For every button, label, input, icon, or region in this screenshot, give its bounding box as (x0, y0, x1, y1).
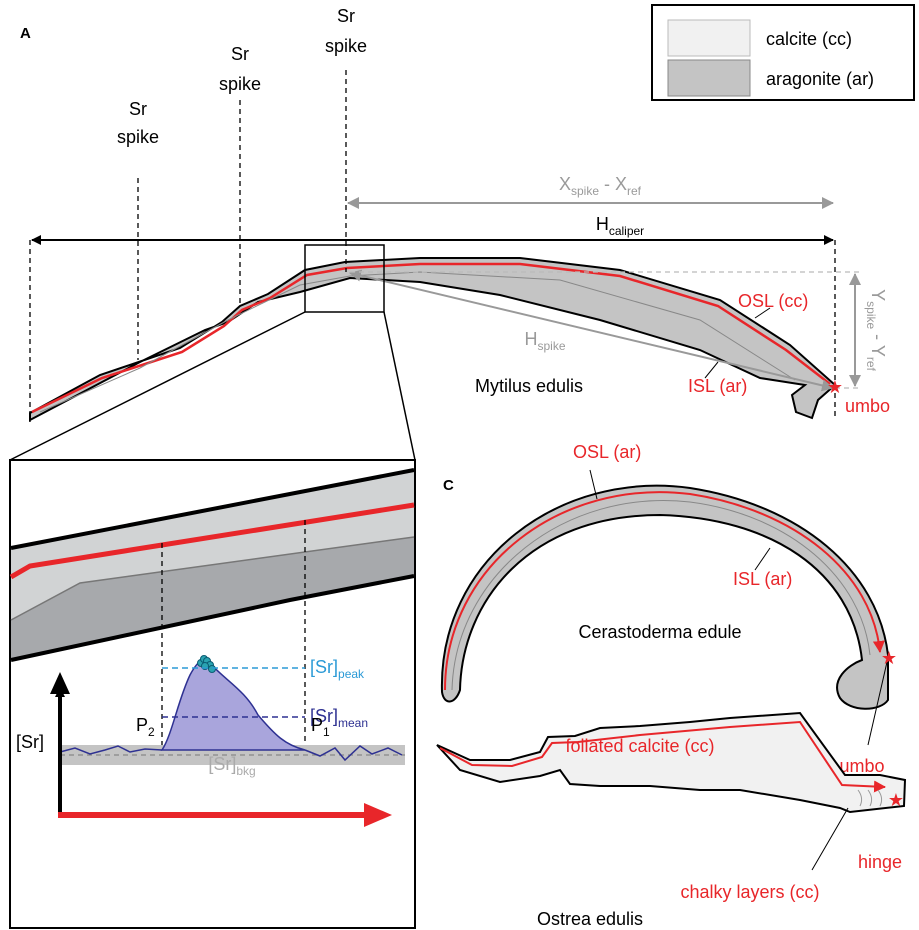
text-part: P (311, 715, 323, 735)
panel-label: A (20, 25, 31, 42)
y-offset-label: Yspike - Yref (864, 289, 888, 371)
subscript: bkg (236, 764, 255, 778)
h-caliper-label: Hcaliper (596, 214, 644, 238)
foliated-label: foliated calcite (cc) (565, 736, 714, 756)
subscript: peak (338, 667, 365, 681)
subscript: ref (627, 184, 642, 198)
spike-label: spike (219, 74, 261, 94)
text-part: Y (868, 289, 888, 301)
spike-label: Sr (129, 99, 147, 119)
spike-label: Sr (337, 6, 355, 26)
zoom-line (384, 312, 415, 460)
x-offset-label: Xspike - Xref (559, 174, 642, 198)
legend-label: calcite (cc) (766, 29, 852, 49)
subscript: caliper (609, 224, 644, 238)
isl-label: ISL (ar) (688, 376, 747, 396)
figure: A B C D calcite (cc) aragonite (ar) Sr s… (0, 0, 919, 930)
chalky-label: chalky layers (cc) (680, 882, 819, 902)
dashed-guides (30, 70, 835, 422)
panel-label: C (443, 477, 454, 494)
zoom-line (10, 312, 305, 460)
species-label: Mytilus edulis (475, 376, 583, 396)
species-label: Ostrea edulis (537, 909, 643, 929)
text-part: H (524, 329, 537, 349)
text-part: Y (868, 345, 888, 357)
spike-label: spike (325, 36, 367, 56)
text-part: - (599, 174, 615, 194)
text-part: [Sr] (208, 754, 236, 774)
isl-label: ISL (ar) (733, 569, 792, 589)
subscript: spike (864, 301, 878, 329)
text-part: [Sr] (310, 657, 338, 677)
leader (812, 808, 848, 870)
subscript: spike (571, 184, 599, 198)
y-axis-label: [Sr] (16, 732, 44, 752)
umbo-label: umbo (845, 396, 890, 416)
spike-label: Sr (231, 44, 249, 64)
legend: calcite (cc) aragonite (ar) (652, 5, 914, 100)
legend-label: aragonite (ar) (766, 69, 874, 89)
text-part: X (559, 174, 571, 194)
subscript: spike (537, 339, 565, 353)
osl-label: OSL (cc) (738, 291, 808, 311)
cockle-shell (442, 486, 888, 709)
subscript: mean (338, 716, 368, 730)
h-spike-label: Hspike (524, 329, 565, 353)
umbo-star: ★ (827, 377, 843, 397)
text-part: - (868, 329, 888, 345)
species-label: Cerastoderma edule (578, 622, 741, 642)
oyster-shell (437, 713, 905, 812)
text-part: P (136, 715, 148, 735)
subscript: 2 (148, 725, 155, 739)
spike-label: spike (117, 127, 159, 147)
subscript: ref (864, 357, 878, 372)
osl-label: OSL (ar) (573, 442, 641, 462)
hinge-label: hinge (858, 852, 902, 872)
leader (755, 548, 770, 570)
text-part: H (596, 214, 609, 234)
subscript: 1 (323, 725, 330, 739)
umbo-label: umbo (839, 756, 884, 776)
text-part: X (615, 174, 627, 194)
umbo-star: ★ (881, 648, 897, 668)
hinge-star: ★ (888, 790, 904, 810)
